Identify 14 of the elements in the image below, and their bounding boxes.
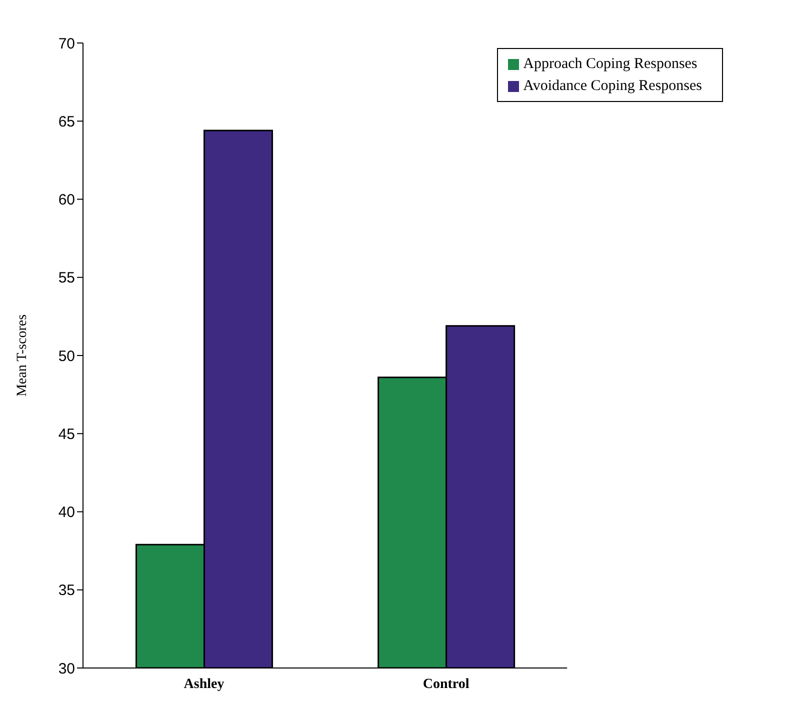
y-tick-label: 50 <box>58 348 75 365</box>
y-tick-label: 40 <box>58 504 75 522</box>
x-tick-label: Ashley <box>184 676 224 692</box>
y-tick-label: 60 <box>58 192 75 209</box>
y-tick-label: 65 <box>58 113 75 130</box>
y-axis-title: Mean T-scores <box>14 314 30 397</box>
legend-label: Approach Coping Responses <box>523 56 698 72</box>
legend-label: Avoidance Coping Responses <box>523 78 702 94</box>
y-tick-label: 30 <box>58 660 75 678</box>
x-tick-label: Control <box>422 676 470 692</box>
y-tick-label: 55 <box>58 270 75 287</box>
y-tick-label: 35 <box>58 582 75 600</box>
y-tick-label: 45 <box>58 426 75 443</box>
y-tick-label: 70 <box>58 35 75 52</box>
